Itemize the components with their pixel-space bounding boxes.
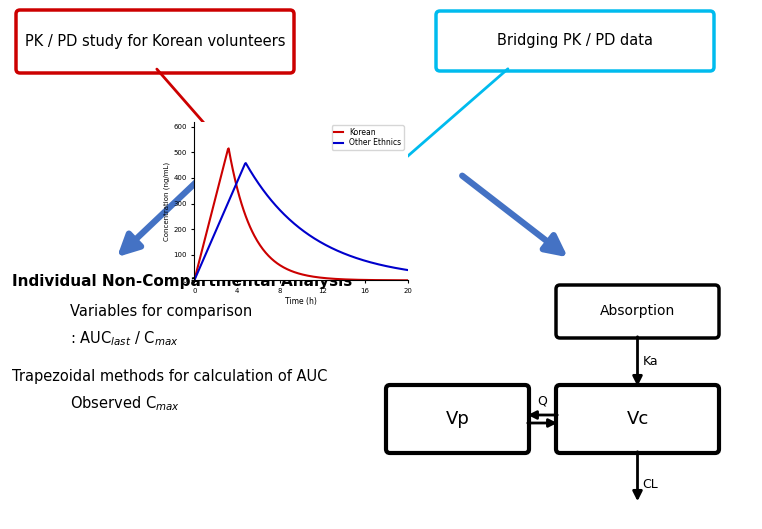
- FancyBboxPatch shape: [556, 385, 719, 453]
- FancyBboxPatch shape: [556, 285, 719, 338]
- FancyBboxPatch shape: [16, 10, 294, 73]
- Text: Variables for comparison: Variables for comparison: [70, 304, 252, 319]
- Legend: Korean, Other Ethnics: Korean, Other Ethnics: [332, 125, 404, 150]
- Text: CL: CL: [642, 478, 658, 490]
- FancyBboxPatch shape: [436, 11, 714, 71]
- Text: Vc: Vc: [626, 410, 648, 428]
- FancyBboxPatch shape: [386, 385, 529, 453]
- Text: Vp: Vp: [446, 410, 469, 428]
- Text: : AUC$_{last}$ / C$_{max}$: : AUC$_{last}$ / C$_{max}$: [70, 329, 178, 348]
- Text: Absorption: Absorption: [600, 305, 675, 318]
- X-axis label: Time (h): Time (h): [285, 297, 317, 306]
- Text: Bridging PK / PD data: Bridging PK / PD data: [497, 33, 653, 49]
- Text: Observed C$_{max}$: Observed C$_{max}$: [70, 394, 180, 413]
- Y-axis label: Concentration (ng/mL): Concentration (ng/mL): [164, 161, 171, 241]
- Text: Trapezoidal methods for calculation of AUC: Trapezoidal methods for calculation of A…: [12, 369, 328, 384]
- Text: Ka: Ka: [642, 355, 658, 368]
- Text: Individual Non-Compartmental Analysis: Individual Non-Compartmental Analysis: [12, 274, 352, 289]
- Text: Q: Q: [537, 395, 547, 407]
- Text: PK / PD study for Korean volunteers: PK / PD study for Korean volunteers: [24, 34, 285, 49]
